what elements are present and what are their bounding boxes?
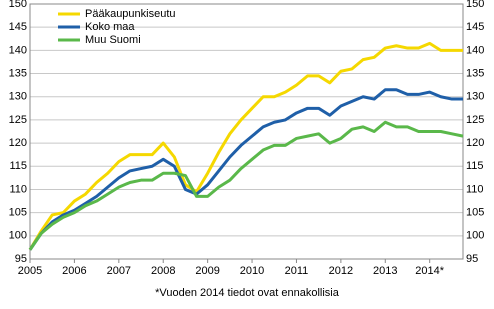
x-tick-label: 2009 [195, 265, 219, 277]
x-tick-label: 2010 [240, 265, 264, 277]
y2-tick-label: 115 [466, 160, 484, 172]
x-tick-label: 2011 [285, 265, 309, 277]
x-tick-label: 2005 [18, 265, 42, 277]
y2-tick-label: 150 [466, 0, 484, 10]
y2-tick-label: 105 [466, 207, 484, 219]
y-tick-label: 150 [9, 0, 27, 10]
legend-label: Muu Suomi [85, 34, 141, 46]
line-series [28, 120, 464, 251]
y2-tick-label: 145 [466, 21, 484, 33]
y-tick-label: 110 [9, 183, 27, 195]
legend-label: Koko maa [85, 21, 135, 33]
y2-tick-label: 135 [466, 67, 484, 79]
y2-tick-label: 140 [466, 44, 484, 56]
x-tick-label: 2014* [415, 265, 444, 277]
y2-tick-label: 110 [466, 183, 484, 195]
y-tick-label: 115 [9, 160, 27, 172]
footnote: *Vuoden 2014 tiedot ovat ennakollisia [155, 287, 340, 299]
line-series [28, 88, 463, 251]
x-tick-label: 2012 [329, 265, 353, 277]
x-tick-label: 2006 [62, 265, 86, 277]
y-tick-label: 135 [9, 67, 27, 79]
x-tick-label: 2007 [107, 265, 131, 277]
y-tick-label: 100 [9, 230, 27, 242]
y-tick-label: 145 [9, 21, 27, 33]
y-tick-label: 125 [9, 114, 27, 126]
x-tick-label: 2013 [373, 265, 397, 277]
plot-frame [29, 3, 464, 260]
y2-tick-label: 125 [466, 114, 484, 126]
x-tick-label: 2008 [151, 265, 175, 277]
y-tick-label: 120 [9, 137, 27, 149]
y-tick-label: 140 [9, 44, 27, 56]
line-series [28, 41, 463, 251]
y2-tick-label: 100 [466, 230, 484, 242]
y-tick-label: 130 [9, 91, 27, 103]
y-tick-label: 105 [9, 207, 27, 219]
y2-tick-label: 120 [466, 137, 484, 149]
y2-tick-label: 95 [466, 253, 478, 265]
legend-label: Pääkaupunkiseutu [85, 8, 176, 20]
y-tick-label: 95 [15, 253, 27, 265]
y2-tick-label: 130 [466, 91, 484, 103]
